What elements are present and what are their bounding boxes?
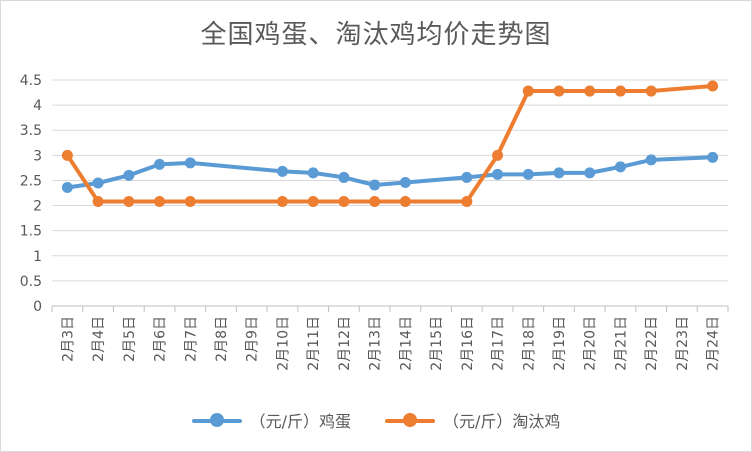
x-tick-label: 2月23日 — [675, 316, 691, 371]
series-point-0 — [338, 171, 350, 183]
x-tick-label: 2月8日 — [214, 316, 230, 362]
legend-swatch-cull-hen — [385, 413, 435, 427]
series-point-0 — [369, 179, 381, 191]
chart-title: 全国鸡蛋、淘汰鸡均价走势图 — [200, 20, 552, 50]
chart-legend: （元/斤）鸡蛋 （元/斤）淘汰鸡 — [0, 408, 752, 432]
series-point-1 — [522, 85, 534, 97]
y-tick-label: 1 — [33, 249, 42, 265]
series-point-0 — [61, 181, 73, 193]
x-tick-label: 2月24日 — [706, 316, 722, 371]
series-point-1 — [154, 196, 166, 208]
series-point-0 — [492, 168, 504, 180]
series-point-1 — [399, 196, 411, 208]
legend-item-cull-hen: （元/斤）淘汰鸡 — [385, 408, 560, 432]
series-point-0 — [154, 158, 166, 170]
series-point-1 — [184, 196, 196, 208]
series-point-0 — [553, 167, 565, 179]
x-tick-label: 2月21日 — [613, 316, 629, 371]
series-point-0 — [123, 169, 135, 181]
series-point-0 — [184, 157, 196, 169]
series-point-0 — [307, 167, 319, 179]
series-point-1 — [461, 196, 473, 208]
x-tick-label: 2月12日 — [337, 316, 353, 371]
legend-label-egg: （元/斤）鸡蛋 — [249, 412, 351, 431]
x-tick-label: 2月14日 — [398, 316, 414, 371]
legend-label-cull-hen: （元/斤）淘汰鸡 — [443, 412, 561, 431]
x-tick-label: 2月22日 — [644, 316, 660, 371]
y-tick-label: 0.5 — [20, 274, 42, 290]
x-tick-label: 2月4日 — [91, 316, 107, 362]
series-point-1 — [123, 196, 135, 208]
series-point-0 — [276, 165, 288, 177]
x-tick-label: 2月20日 — [583, 316, 599, 371]
series-point-0 — [707, 151, 719, 163]
x-tick-label: 2月6日 — [153, 316, 169, 362]
legend-item-egg: （元/斤）鸡蛋 — [191, 408, 351, 432]
x-tick-label: 2月3日 — [60, 316, 76, 362]
y-tick-label: 4.5 — [20, 73, 42, 89]
series-point-1 — [61, 149, 73, 161]
series-point-1 — [553, 85, 565, 97]
series-point-1 — [614, 85, 626, 97]
series-point-0 — [522, 168, 534, 180]
series-point-1 — [492, 149, 504, 161]
y-tick-label: 3 — [33, 148, 42, 164]
y-tick-label: 2 — [33, 199, 42, 215]
x-tick-label: 2月11日 — [306, 316, 322, 371]
y-tick-label: 2.5 — [20, 173, 42, 189]
x-tick-label: 2月9日 — [245, 316, 261, 362]
series-point-0 — [399, 176, 411, 188]
x-tick-label: 2月13日 — [368, 316, 384, 371]
legend-swatch-egg — [191, 413, 242, 427]
series-point-0 — [645, 154, 657, 166]
x-tick-label: 2月10日 — [275, 316, 291, 371]
series-point-1 — [92, 196, 104, 208]
series-point-0 — [614, 161, 626, 173]
x-tick-label: 2月15日 — [429, 316, 445, 371]
y-tick-label: 4 — [33, 98, 42, 114]
y-tick-label: 0 — [33, 299, 42, 315]
series-point-1 — [338, 196, 350, 208]
x-tick-label: 2月17日 — [491, 316, 507, 371]
series-point-0 — [584, 167, 596, 179]
series-point-1 — [307, 196, 319, 208]
series-point-1 — [584, 85, 596, 97]
series-point-0 — [461, 171, 473, 183]
series-point-1 — [645, 85, 657, 97]
series-point-0 — [92, 177, 104, 189]
x-tick-label: 2月5日 — [122, 316, 138, 362]
series-point-1 — [369, 196, 381, 208]
y-tick-label: 1.5 — [20, 224, 42, 240]
series-point-1 — [707, 80, 719, 92]
x-tick-label: 2月18日 — [521, 316, 537, 371]
x-tick-label: 2月16日 — [460, 316, 476, 371]
x-tick-label: 2月7日 — [183, 316, 199, 362]
series-point-1 — [276, 196, 288, 208]
y-tick-label: 3.5 — [20, 123, 42, 139]
x-tick-label: 2月19日 — [552, 316, 568, 371]
